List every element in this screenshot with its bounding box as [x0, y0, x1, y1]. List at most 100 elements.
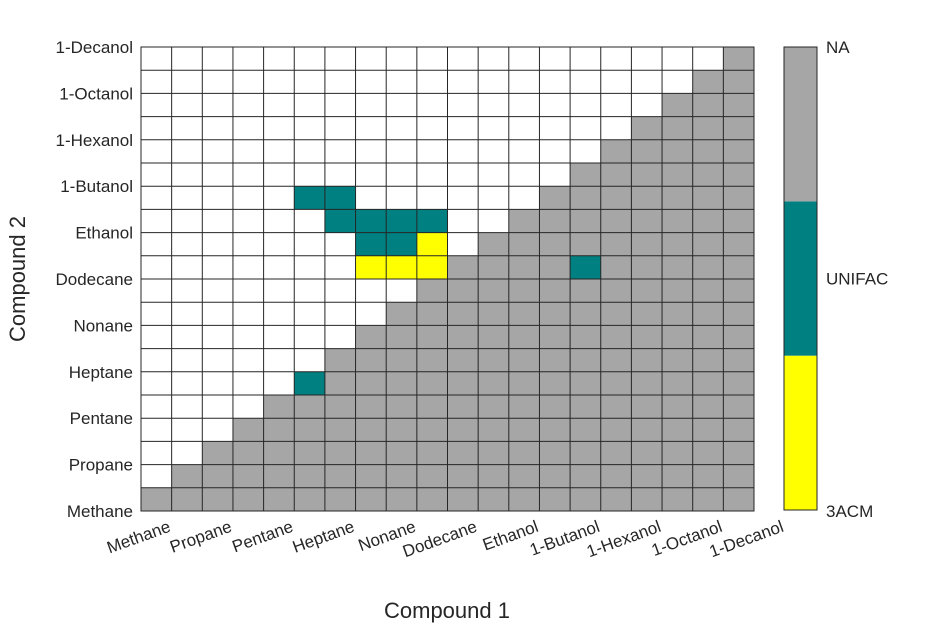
heatmap-cell	[141, 209, 172, 233]
heatmap-cell	[324, 464, 356, 488]
heatmap-cell	[232, 371, 264, 395]
heatmap-cell	[202, 395, 233, 419]
heatmap-cell	[631, 395, 663, 419]
heatmap-cell	[232, 47, 264, 71]
heatmap-cell	[263, 186, 295, 210]
heatmap-cell	[723, 116, 754, 140]
heatmap-cell	[202, 116, 233, 140]
heatmap-cell	[600, 47, 632, 71]
heatmap-cell	[202, 255, 233, 279]
heatmap-cell	[570, 441, 601, 465]
heatmap-cell	[600, 464, 632, 488]
heatmap-cell	[447, 279, 479, 303]
heatmap-cell	[232, 464, 264, 488]
heatmap-cell	[692, 487, 724, 511]
heatmap-cell	[171, 209, 203, 233]
heatmap-cell	[478, 464, 509, 488]
heatmap-cell	[416, 232, 448, 256]
heatmap-cell	[600, 186, 632, 210]
heatmap-cell	[294, 487, 325, 511]
heatmap-cell	[631, 255, 663, 279]
heatmap-cell	[508, 395, 540, 419]
heatmap-cell	[355, 186, 387, 210]
heatmap-cell	[508, 116, 540, 140]
heatmap-cell	[539, 93, 571, 117]
heatmap-cell	[294, 464, 325, 488]
heatmap-cell	[631, 371, 663, 395]
y-tick-label: Heptane	[69, 363, 133, 382]
heatmap-cell	[294, 47, 325, 71]
heatmap-cell	[171, 302, 203, 326]
heatmap-cell	[478, 325, 509, 349]
heatmap-cell	[539, 418, 571, 442]
heatmap-cell	[508, 186, 540, 210]
heatmap-cell	[692, 325, 724, 349]
heatmap-cell	[631, 325, 663, 349]
heatmap-cell	[570, 47, 601, 71]
heatmap-cell	[662, 47, 693, 71]
heatmap-cell	[447, 163, 479, 187]
heatmap-cell	[386, 70, 417, 94]
heatmap-cell	[539, 279, 571, 303]
heatmap-cell	[202, 348, 233, 372]
heatmap-cell	[232, 302, 264, 326]
colorbar-label: UNIFAC	[826, 270, 888, 289]
heatmap-cell	[232, 279, 264, 303]
heatmap-cell	[447, 441, 479, 465]
heatmap-cell	[324, 93, 356, 117]
heatmap-cell	[447, 371, 479, 395]
heatmap-cell	[600, 93, 632, 117]
heatmap-cell	[355, 395, 387, 419]
heatmap-cell	[570, 418, 601, 442]
heatmap-cell	[662, 116, 693, 140]
heatmap-cell	[600, 441, 632, 465]
x-tick-label: Heptane	[290, 517, 357, 557]
heatmap-cell	[141, 302, 172, 326]
heatmap-cell	[600, 418, 632, 442]
heatmap-cell	[232, 93, 264, 117]
heatmap-cell	[294, 441, 325, 465]
heatmap-cell	[141, 139, 172, 163]
colorbar-label: 3ACM	[826, 502, 873, 521]
heatmap-cell	[631, 47, 663, 71]
heatmap-cell	[692, 232, 724, 256]
heatmap-cell	[232, 487, 264, 511]
y-tick-label: 1-Octanol	[59, 84, 133, 103]
heatmap-cell	[600, 139, 632, 163]
y-tick-label: Propane	[69, 456, 133, 475]
heatmap-cell	[355, 209, 387, 233]
heatmap-cell	[263, 418, 295, 442]
heatmap-cell	[355, 116, 387, 140]
heatmap-cell	[171, 186, 203, 210]
heatmap-cell	[570, 93, 601, 117]
heatmap-cell	[570, 348, 601, 372]
colorbar-segment	[784, 201, 817, 356]
heatmap-cell	[662, 302, 693, 326]
heatmap-cell	[631, 348, 663, 372]
heatmap-cell	[202, 163, 233, 187]
heatmap-cell	[508, 371, 540, 395]
heatmap-cell	[447, 139, 479, 163]
heatmap-cell	[232, 255, 264, 279]
heatmap-cell	[171, 163, 203, 187]
heatmap-cell	[478, 441, 509, 465]
heatmap-cell	[662, 464, 693, 488]
heatmap-cell	[631, 302, 663, 326]
heatmap-cell	[447, 464, 479, 488]
heatmap-cell	[508, 139, 540, 163]
heatmap-cell	[324, 47, 356, 71]
heatmap-cell	[294, 418, 325, 442]
heatmap-cell	[478, 70, 509, 94]
heatmap-cell	[570, 139, 601, 163]
heatmap-cell	[508, 232, 540, 256]
heatmap-cell	[263, 302, 295, 326]
heatmap-cell	[263, 232, 295, 256]
heatmap-cell	[539, 139, 571, 163]
colorbar-segment	[784, 47, 817, 202]
heatmap-cell	[416, 255, 448, 279]
heatmap-cell	[386, 93, 417, 117]
heatmap-cell	[692, 371, 724, 395]
heatmap-cell	[539, 464, 571, 488]
heatmap-cell	[600, 232, 632, 256]
heatmap-cell	[294, 232, 325, 256]
